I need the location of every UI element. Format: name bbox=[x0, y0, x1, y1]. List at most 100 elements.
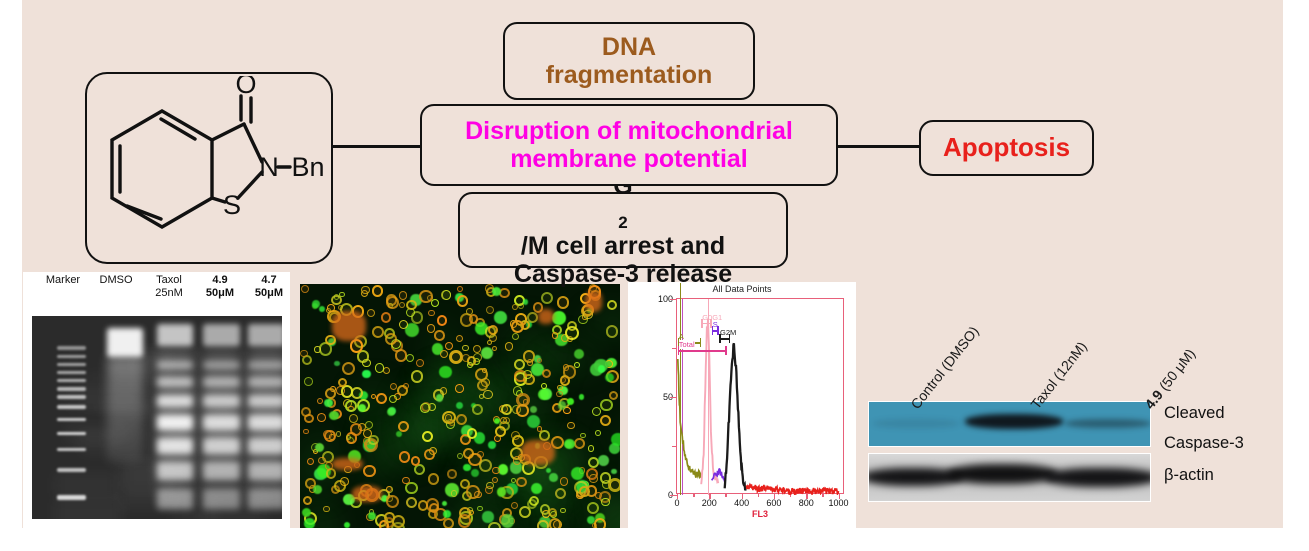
flow-gate-g2m bbox=[719, 338, 730, 340]
cell-necrotic-debris bbox=[332, 311, 367, 341]
g2m-subscript: 2 bbox=[618, 213, 627, 232]
fluorescence-micrograph-panel bbox=[300, 284, 620, 528]
cell-early-apoptotic bbox=[537, 520, 549, 528]
cell-viable-green bbox=[443, 510, 451, 518]
cell-apoptotic-orange bbox=[455, 384, 464, 393]
cell-early-apoptotic bbox=[339, 292, 344, 297]
cell-apoptotic-orange bbox=[443, 518, 454, 528]
cell-early-apoptotic bbox=[368, 435, 378, 445]
cell-early-apoptotic bbox=[473, 353, 482, 362]
cell-apoptotic-orange bbox=[340, 477, 349, 486]
cell-early-apoptotic bbox=[341, 385, 353, 397]
cell-viable-green bbox=[362, 370, 371, 379]
gel-lane-name: Marker bbox=[46, 274, 80, 286]
cell-apoptotic-orange bbox=[399, 291, 407, 299]
flow-x-axis-label: FL3 bbox=[752, 509, 768, 519]
cell-apoptotic-orange bbox=[411, 456, 420, 465]
cell-early-apoptotic bbox=[514, 359, 525, 370]
cell-apoptotic-orange bbox=[399, 302, 406, 309]
ladder-band bbox=[57, 448, 86, 452]
cell-apoptotic-orange bbox=[549, 518, 561, 528]
cell-apoptotic-orange bbox=[390, 383, 397, 390]
cell-early-apoptotic bbox=[389, 395, 398, 404]
gel-band bbox=[203, 324, 239, 346]
ladder-band bbox=[57, 371, 86, 375]
cell-apoptotic-orange bbox=[398, 421, 409, 432]
connector-structure-to-mito bbox=[331, 145, 423, 148]
cell-early-apoptotic bbox=[600, 399, 613, 412]
cell-viable-green bbox=[368, 512, 376, 520]
cell-apoptotic-orange bbox=[349, 414, 358, 423]
cell-viable-green bbox=[598, 365, 606, 373]
cell-apoptotic-orange bbox=[372, 326, 384, 338]
cell-apoptotic-orange bbox=[303, 429, 309, 435]
cell-apoptotic-orange bbox=[527, 359, 534, 366]
cell-apoptotic-orange bbox=[512, 304, 518, 310]
cell-apoptotic-orange bbox=[516, 477, 526, 487]
substituent-label-benzyl: Bn bbox=[291, 152, 324, 182]
gel-smear bbox=[107, 357, 143, 463]
cell-viable-green bbox=[334, 361, 340, 367]
mito-line-2: membrane potential bbox=[465, 145, 793, 173]
wb-lane-label-2: 4.9 (50 μM) bbox=[1141, 346, 1198, 412]
cell-apoptotic-orange bbox=[523, 399, 528, 404]
ladder-band bbox=[57, 387, 86, 391]
ladder-band bbox=[57, 432, 86, 436]
cell-early-apoptotic bbox=[442, 290, 451, 299]
cell-viable-green bbox=[344, 522, 350, 528]
apoptosis-label: Apoptosis bbox=[943, 133, 1070, 162]
gel-band bbox=[157, 324, 193, 346]
wb-band-cleaved-caspase3-2 bbox=[1065, 419, 1151, 428]
cell-apoptotic-orange bbox=[325, 335, 335, 345]
cell-apoptotic-orange bbox=[317, 398, 323, 404]
ladder-band bbox=[57, 418, 86, 422]
cell-apoptotic-orange bbox=[500, 417, 507, 424]
cell-apoptotic-orange bbox=[492, 467, 500, 475]
cell-early-apoptotic bbox=[479, 459, 492, 472]
cell-apoptotic-orange bbox=[386, 495, 393, 502]
wb-band-beta-actin-1 bbox=[947, 464, 1057, 484]
cell-apoptotic-orange bbox=[424, 449, 434, 459]
cell-apoptotic-orange bbox=[367, 309, 375, 317]
cell-necrotic-debris bbox=[332, 458, 363, 470]
cell-early-apoptotic bbox=[541, 383, 547, 389]
cell-apoptotic-orange bbox=[416, 359, 424, 367]
cell-apoptotic-orange bbox=[301, 285, 309, 293]
cell-early-apoptotic bbox=[351, 387, 363, 399]
cell-apoptotic-orange bbox=[403, 383, 409, 389]
cell-viable-green bbox=[571, 467, 584, 480]
gel-lane-label-0: Marker bbox=[33, 274, 93, 286]
cell-early-apoptotic bbox=[477, 506, 483, 512]
cell-early-apoptotic bbox=[411, 370, 424, 383]
cell-early-apoptotic bbox=[523, 370, 532, 379]
gel-smear bbox=[157, 348, 193, 506]
cell-apoptotic-orange bbox=[372, 285, 383, 296]
cell-apoptotic-orange bbox=[560, 477, 569, 486]
ladder-band bbox=[57, 405, 86, 409]
connector-mito-to-apoptosis bbox=[836, 145, 922, 148]
cell-viable-green bbox=[552, 311, 566, 325]
cell-apoptotic-orange bbox=[600, 415, 611, 426]
cell-apoptotic-orange bbox=[589, 474, 597, 482]
cell-viable-green bbox=[482, 511, 493, 522]
gel-lane-4 bbox=[248, 316, 282, 519]
cleaved-caspase3-membrane bbox=[868, 401, 1151, 447]
wb-lane-dose: (50 μM) bbox=[1153, 346, 1198, 397]
cell-apoptotic-orange bbox=[317, 413, 326, 422]
flow-gate-total bbox=[678, 350, 727, 352]
cell-viable-green bbox=[567, 398, 574, 405]
gel-lane-name: DMSO bbox=[100, 274, 133, 286]
cell-early-apoptotic bbox=[314, 346, 320, 352]
cell-early-apoptotic bbox=[406, 354, 414, 362]
cell-early-apoptotic bbox=[606, 325, 618, 337]
gel-lane-marker bbox=[55, 316, 91, 519]
cell-early-apoptotic bbox=[472, 404, 483, 415]
gel-smear bbox=[203, 348, 239, 506]
cell-apoptotic-orange bbox=[511, 502, 518, 509]
cell-early-apoptotic bbox=[365, 421, 373, 429]
cell-apoptotic-orange bbox=[363, 465, 376, 478]
gel-band bbox=[107, 328, 143, 356]
cell-apoptotic-orange bbox=[428, 310, 434, 316]
wb-band-cleaved-caspase3-1 bbox=[965, 414, 1063, 429]
flow-x-tick-label: 400 bbox=[734, 498, 749, 508]
